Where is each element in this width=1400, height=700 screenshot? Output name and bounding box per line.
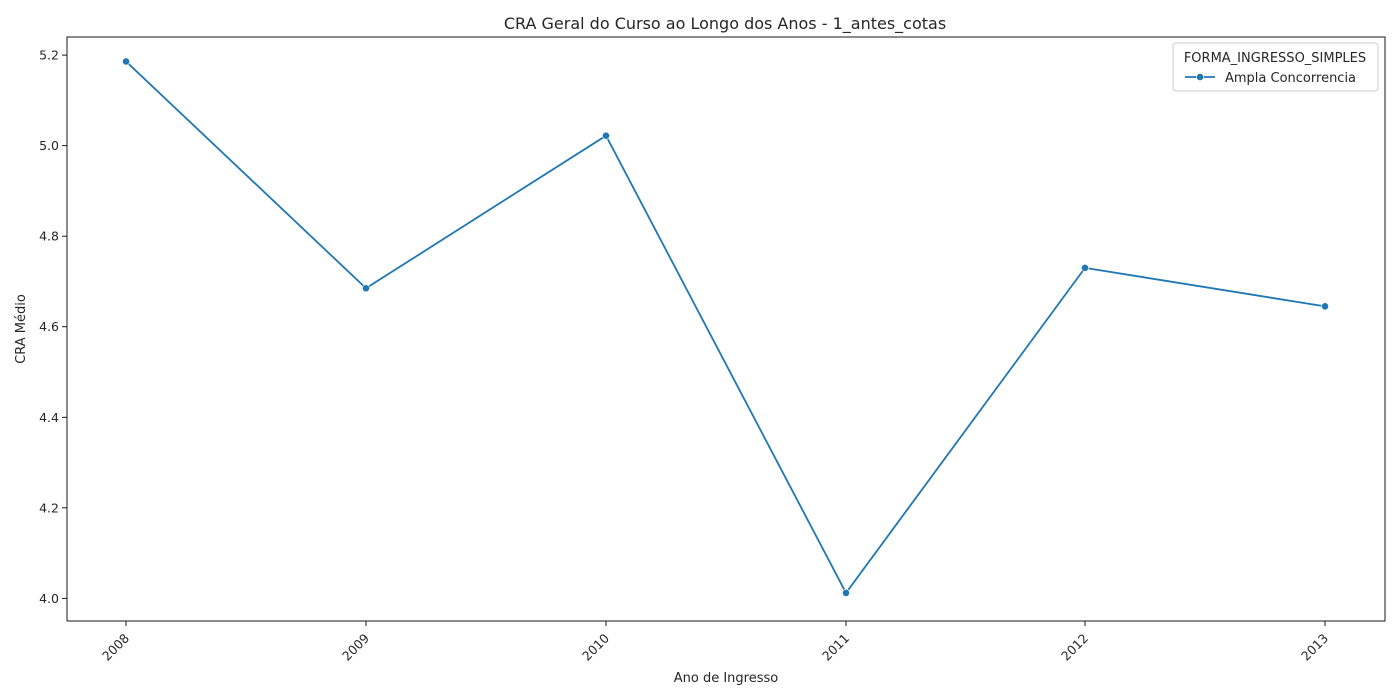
series-layer xyxy=(122,57,1329,597)
legend-title: FORMA_INGRESSO_SIMPLES xyxy=(1184,51,1366,66)
y-tick-label: 4.8 xyxy=(39,229,59,244)
y-tick-label: 5.2 xyxy=(39,48,59,63)
chart-title: CRA Geral do Curso ao Longo dos Anos - 1… xyxy=(504,14,946,34)
x-axis: 2008 2009 2010 2011 2012 2013 xyxy=(99,621,1331,664)
data-point xyxy=(842,589,850,597)
y-axis: 4.0 4.2 4.4 4.6 4.8 5.0 5.2 xyxy=(39,48,67,606)
legend: FORMA_INGRESSO_SIMPLES Ampla Concorrenci… xyxy=(1172,42,1379,92)
x-axis-label: Ano de Ingresso xyxy=(674,671,779,686)
legend-item-label: Ampla Concorrencia xyxy=(1225,71,1356,86)
x-tick-label: 2008 xyxy=(99,630,132,663)
data-point xyxy=(1081,263,1089,272)
y-tick-label: 4.0 xyxy=(39,591,59,606)
legend-frame xyxy=(1172,42,1379,92)
y-tick-label: 4.2 xyxy=(39,500,59,515)
y-tick-label: 4.4 xyxy=(39,410,59,425)
data-point xyxy=(122,57,130,66)
x-tick-label: 2009 xyxy=(339,630,372,663)
series-line xyxy=(125,60,1326,594)
x-tick-label: 2012 xyxy=(1058,631,1091,664)
data-point xyxy=(602,131,610,140)
x-tick-label: 2013 xyxy=(1298,631,1331,664)
plot-area-frame xyxy=(66,36,1386,622)
y-axis-label: CRA Médio xyxy=(14,294,29,364)
x-tick-label: 2010 xyxy=(579,630,612,663)
data-point xyxy=(1321,302,1329,311)
data-point xyxy=(362,284,370,293)
x-tick-label: 2011 xyxy=(819,631,852,664)
y-tick-label: 5.0 xyxy=(39,138,59,153)
y-tick-label: 4.6 xyxy=(39,319,59,334)
legend-point-marker xyxy=(1196,73,1204,81)
